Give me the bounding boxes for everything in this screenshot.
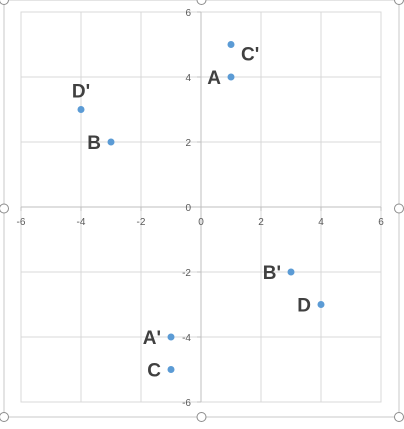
axes bbox=[20, 11, 382, 403]
resize-handle[interactable] bbox=[394, 412, 404, 422]
y-tick-label: 2 bbox=[185, 138, 191, 149]
x-tick-label: 4 bbox=[318, 217, 324, 228]
y-tick-label: 0 bbox=[185, 203, 191, 214]
data-point bbox=[287, 268, 295, 276]
resize-handle[interactable] bbox=[0, 0, 9, 5]
resize-handle[interactable] bbox=[196, 412, 207, 422]
point-label: C' bbox=[241, 45, 259, 66]
data-point bbox=[317, 301, 325, 308]
data-point bbox=[167, 333, 175, 341]
point-label: C bbox=[147, 361, 161, 382]
point-label: B bbox=[87, 133, 101, 154]
resize-handle[interactable] bbox=[394, 0, 404, 5]
point-labels: A C' D' B B' D A' C bbox=[72, 45, 311, 382]
point-label: D' bbox=[72, 82, 90, 103]
data-point bbox=[167, 366, 175, 373]
resize-handle[interactable] bbox=[0, 203, 9, 214]
y-tick-label: 4 bbox=[185, 73, 191, 84]
resize-handle[interactable] bbox=[0, 412, 9, 422]
x-tick-label: -2 bbox=[137, 217, 146, 228]
data-point bbox=[227, 41, 235, 48]
point-label: D bbox=[297, 296, 311, 317]
tick-labels: -6 -4 -2 0 2 4 6 -6 -4 -2 0 2 4 6 bbox=[17, 8, 385, 409]
point-label: B' bbox=[263, 263, 281, 284]
x-tick-label: -6 bbox=[17, 217, 26, 228]
data-point bbox=[227, 73, 235, 81]
x-tick-label: 0 bbox=[198, 217, 204, 228]
y-tick-label: -2 bbox=[182, 268, 191, 279]
resize-handle[interactable] bbox=[394, 203, 404, 214]
data-point bbox=[107, 138, 115, 146]
point-label: A' bbox=[143, 328, 161, 349]
x-tick-label: -4 bbox=[77, 217, 86, 228]
y-tick-label: 6 bbox=[185, 8, 191, 19]
point-label: A bbox=[207, 68, 221, 89]
data-points bbox=[77, 41, 325, 373]
y-tick-label: -6 bbox=[182, 398, 191, 409]
x-tick-label: 2 bbox=[258, 217, 264, 228]
data-point bbox=[77, 106, 85, 113]
y-tick-label: -4 bbox=[182, 333, 191, 344]
resize-handle[interactable] bbox=[196, 0, 207, 5]
x-tick-label: 6 bbox=[378, 217, 384, 228]
